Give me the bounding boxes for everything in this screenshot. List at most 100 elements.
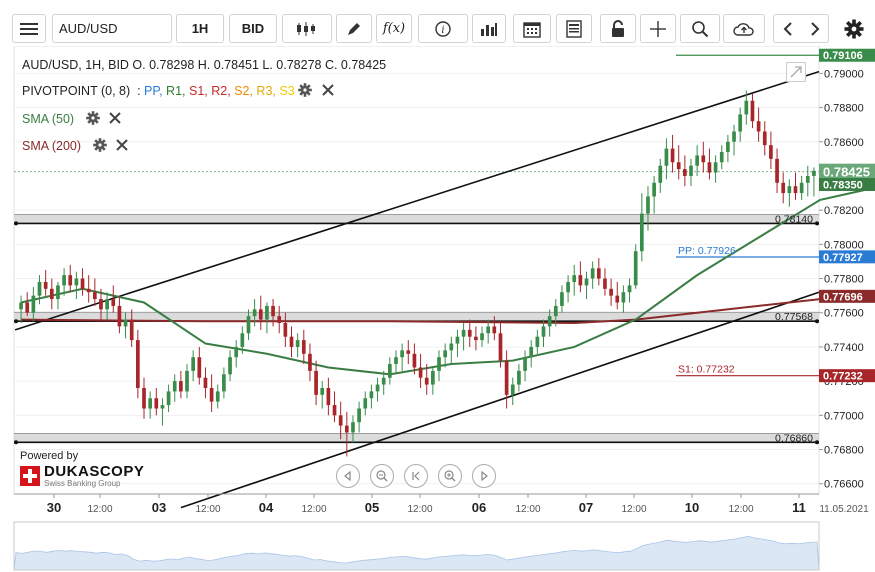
sma200-label: SMA (200) [22,138,82,153]
chart-type-button[interactable] [282,14,332,43]
candle-50 [326,377,331,416]
sma50-remove-button[interactable] [109,112,121,127]
pivot-settings-button[interactable] [298,83,312,100]
x-axis: 30 12:00 03 12:00 04 12:00 05 12:00 06 12:00 07 12:… [14,493,869,515]
candle-106 [670,134,675,173]
reset-view-button[interactable] [404,464,428,488]
pivot-series-3: R2, [211,83,235,98]
scroll-right-button[interactable] [472,464,496,488]
candle-60 [387,357,392,385]
candle-27 [185,364,189,399]
pivot-remove-button[interactable] [321,84,334,99]
calendar-icon [523,21,541,38]
candle-body-44 [289,336,294,347]
candle-127 [799,175,804,200]
level-band-2 [14,433,819,443]
gear-icon [85,111,100,125]
candle-body-49 [320,387,325,395]
timeframe-button[interactable]: 1H [176,14,224,43]
candle-body-120 [756,121,761,132]
candle-body-114 [719,152,724,163]
prev-button[interactable] [783,21,793,37]
candle-body-125 [787,186,792,194]
report-button[interactable] [556,14,592,43]
dukascopy-logo: Powered by DUKASCOPY Swiss Banking Group [20,450,150,496]
zoom-button[interactable] [680,14,720,43]
menu-button[interactable] [12,14,46,43]
sma200-remove-button[interactable] [116,139,128,154]
volume-button[interactable] [472,14,506,43]
brand-subtitle: Swiss Banking Group [44,479,121,488]
candle-body-73 [467,329,472,337]
candle-24 [166,384,171,412]
candle-102 [646,186,650,231]
swiss-cross-icon [20,466,40,486]
candle-body-72 [461,329,466,337]
navigator[interactable] [13,521,820,571]
candle-body-8 [68,275,73,286]
info-button[interactable]: i [418,14,468,43]
candle-body-67 [431,370,435,385]
powered-by-text: Powered by [20,450,79,462]
candle-38 [252,299,257,327]
candle-115 [726,134,730,163]
sma200-settings-button[interactable] [92,138,107,155]
zoom-in-button[interactable] [438,464,462,488]
candle-34 [228,350,232,382]
calendar-button[interactable] [513,14,551,43]
draw-tool-button[interactable] [336,14,372,43]
next-button[interactable] [810,21,820,37]
candle-body-121 [762,131,767,146]
zoom-out-button[interactable] [370,464,394,488]
y-tick-label-2: 0.78600 [824,137,864,149]
candle-body-83 [529,346,534,358]
scroll-left-button[interactable] [336,464,360,488]
x-tick-label-6: 05 [365,500,379,515]
crosshair-button[interactable] [640,14,676,43]
navigator-area [13,535,820,571]
x-tick-label-3: 12:00 [195,504,220,515]
candle-99 [627,278,632,303]
candle-92 [584,271,589,300]
candle-body-19 [136,340,140,388]
candle-73 [467,319,472,347]
candle-body-92 [584,278,589,286]
candle-8 [68,264,73,293]
candle-body-89 [566,281,570,293]
sma50-settings-button[interactable] [85,111,100,128]
candle-13 [99,288,103,320]
symbol-input[interactable] [52,14,172,43]
x-tick-label-10: 07 [579,500,593,515]
x-tick-label-14: 11 [792,500,806,515]
quote-line: AUD/USD, 1H, BID O. 0.78298 H. 0.78451 L… [22,58,387,72]
price-chart[interactable]: 0.78140 0.77568 0.76860 PP: 0.77926 S1: 0.77… [0,46,875,572]
candle-body-5 [49,288,54,300]
magnifier-icon [692,20,709,37]
price-type-button[interactable]: BID [229,14,277,43]
candle-91 [578,261,583,293]
candle-107 [676,145,681,180]
chart-area[interactable]: 0.78140 0.77568 0.76860 PP: 0.77926 S1: 0.77… [0,46,875,572]
candle-3 [37,275,42,305]
lock-button[interactable] [600,14,636,43]
candle-body-98 [621,292,626,303]
candle-28 [191,350,196,382]
candle-body-78 [498,333,503,361]
pivot-label: PIVOTPOINT (0, 8) [22,83,131,98]
cloud-button[interactable] [723,14,765,43]
candle-58 [375,377,380,402]
zoom-in-icon [444,470,456,482]
candles-icon [297,21,315,36]
level-labels: 0.78140 0.77568 0.76860 PP: 0.77926 S1: 0.77… [678,213,813,444]
expand-button[interactable] [786,62,806,82]
indicators-button[interactable]: f(x) [376,14,412,43]
candle-79 [504,350,509,409]
candle-body-13 [99,299,103,310]
candle-72 [461,323,466,351]
candle-body-7 [62,275,66,286]
settings-button[interactable] [844,19,864,44]
trendline-0 [14,70,820,331]
candle-body-116 [732,131,736,142]
candle-82 [523,350,527,382]
candle-body-43 [283,323,288,337]
